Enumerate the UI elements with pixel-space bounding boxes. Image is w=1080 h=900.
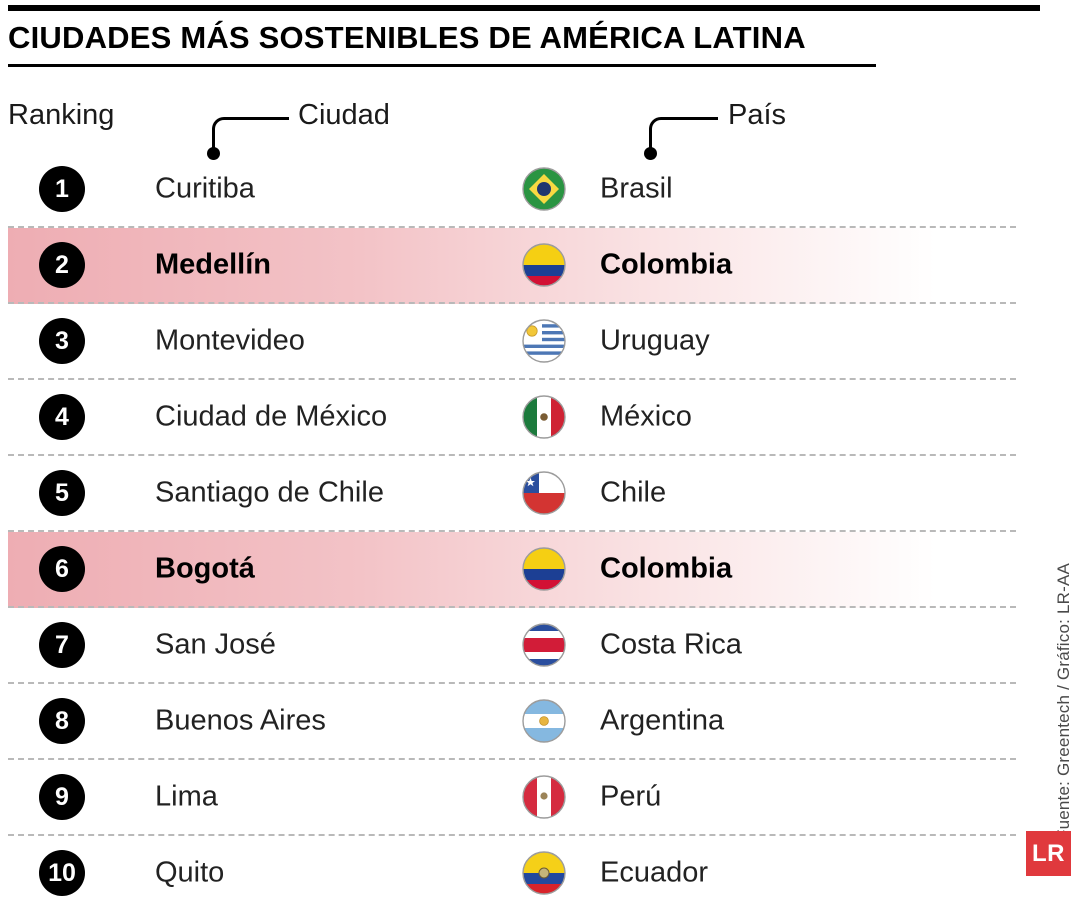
country-label: México xyxy=(600,400,692,433)
table-row: 2 Medellín Colombia xyxy=(8,228,1016,304)
city-label: Montevideo xyxy=(155,324,305,357)
rank-badge: 3 xyxy=(39,318,85,364)
country-label: Costa Rica xyxy=(600,628,742,661)
city-label: Quito xyxy=(155,856,225,889)
city-label: Santiago de Chile xyxy=(155,476,384,509)
city-label: Medellín xyxy=(155,248,272,281)
country-label: Argentina xyxy=(600,704,725,737)
ranking-table: 1 Curitiba Brasil 2 Medellín xyxy=(8,152,1016,900)
country-label: Chile xyxy=(600,476,667,509)
pais-pointer-line xyxy=(643,117,718,160)
flag-mexico-icon xyxy=(521,394,567,440)
source-credit: Fuente: Greentech / Gráfico: LR-AA xyxy=(1054,562,1073,840)
rank-badge: 6 xyxy=(39,546,85,592)
country-label: Colombia xyxy=(600,552,733,585)
table-row: 1 Curitiba Brasil xyxy=(8,152,1016,228)
city-label: Curitiba xyxy=(155,172,255,205)
country-label: Uruguay xyxy=(600,324,710,357)
rank-badge: 2 xyxy=(39,242,85,288)
city-label: Bogotá xyxy=(155,552,255,585)
country-label: Perú xyxy=(600,780,662,813)
flag-peru-icon xyxy=(521,774,567,820)
city-label: San José xyxy=(155,628,276,661)
rank-badge: 7 xyxy=(39,622,85,668)
top-rule xyxy=(8,5,1040,11)
table-row: 9 Lima Perú xyxy=(8,760,1016,836)
column-header-pais: País xyxy=(728,99,787,131)
rank-badge: 1 xyxy=(39,166,85,212)
flag-uruguay-icon xyxy=(521,318,567,364)
page-title: CIUDADES MÁS SOSTENIBLES DE AMÉRICA LATI… xyxy=(8,20,806,55)
column-header-ciudad: Ciudad xyxy=(298,99,390,131)
rank-badge: 8 xyxy=(39,698,85,744)
city-label: Buenos Aires xyxy=(155,704,326,737)
table-row: 4 Ciudad de México México xyxy=(8,380,1016,456)
title-rule xyxy=(8,64,876,67)
flag-costa-rica-icon xyxy=(521,622,567,668)
rank-badge: 4 xyxy=(39,394,85,440)
table-row: 3 Montevideo Uruguay xyxy=(8,304,1016,380)
rank-badge: 9 xyxy=(39,774,85,820)
flag-argentina-icon xyxy=(521,698,567,744)
lr-logo: LR xyxy=(1026,831,1071,876)
flag-ecuador-icon xyxy=(521,850,567,896)
table-row: 7 San José Costa Rica xyxy=(8,608,1016,684)
flag-colombia-icon xyxy=(521,242,567,288)
table-row: 6 Bogotá Colombia xyxy=(8,532,1016,608)
city-label: Ciudad de México xyxy=(155,400,388,433)
column-header-ranking: Ranking xyxy=(8,99,115,131)
flag-colombia-icon xyxy=(521,546,567,592)
country-label: Ecuador xyxy=(600,856,709,889)
table-row: 8 Buenos Aires Argentina xyxy=(8,684,1016,760)
rank-badge: 5 xyxy=(39,470,85,516)
table-row: 5 Santiago de Chile Chile xyxy=(8,456,1016,532)
flag-chile-icon xyxy=(521,470,567,516)
country-label: Brasil xyxy=(600,172,673,205)
flag-brasil-icon xyxy=(521,166,567,212)
country-label: Colombia xyxy=(600,248,733,281)
table-row: 10 Quito Ecuador xyxy=(8,836,1016,900)
ciudad-pointer-line xyxy=(206,117,289,160)
city-label: Lima xyxy=(155,780,218,813)
rank-badge: 10 xyxy=(39,850,85,896)
